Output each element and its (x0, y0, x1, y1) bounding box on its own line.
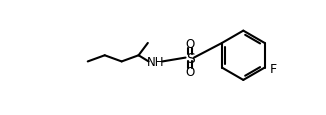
Text: O: O (185, 65, 195, 78)
Text: F: F (270, 62, 277, 75)
Text: NH: NH (147, 55, 164, 68)
Text: S: S (186, 51, 195, 65)
Text: O: O (185, 38, 195, 51)
